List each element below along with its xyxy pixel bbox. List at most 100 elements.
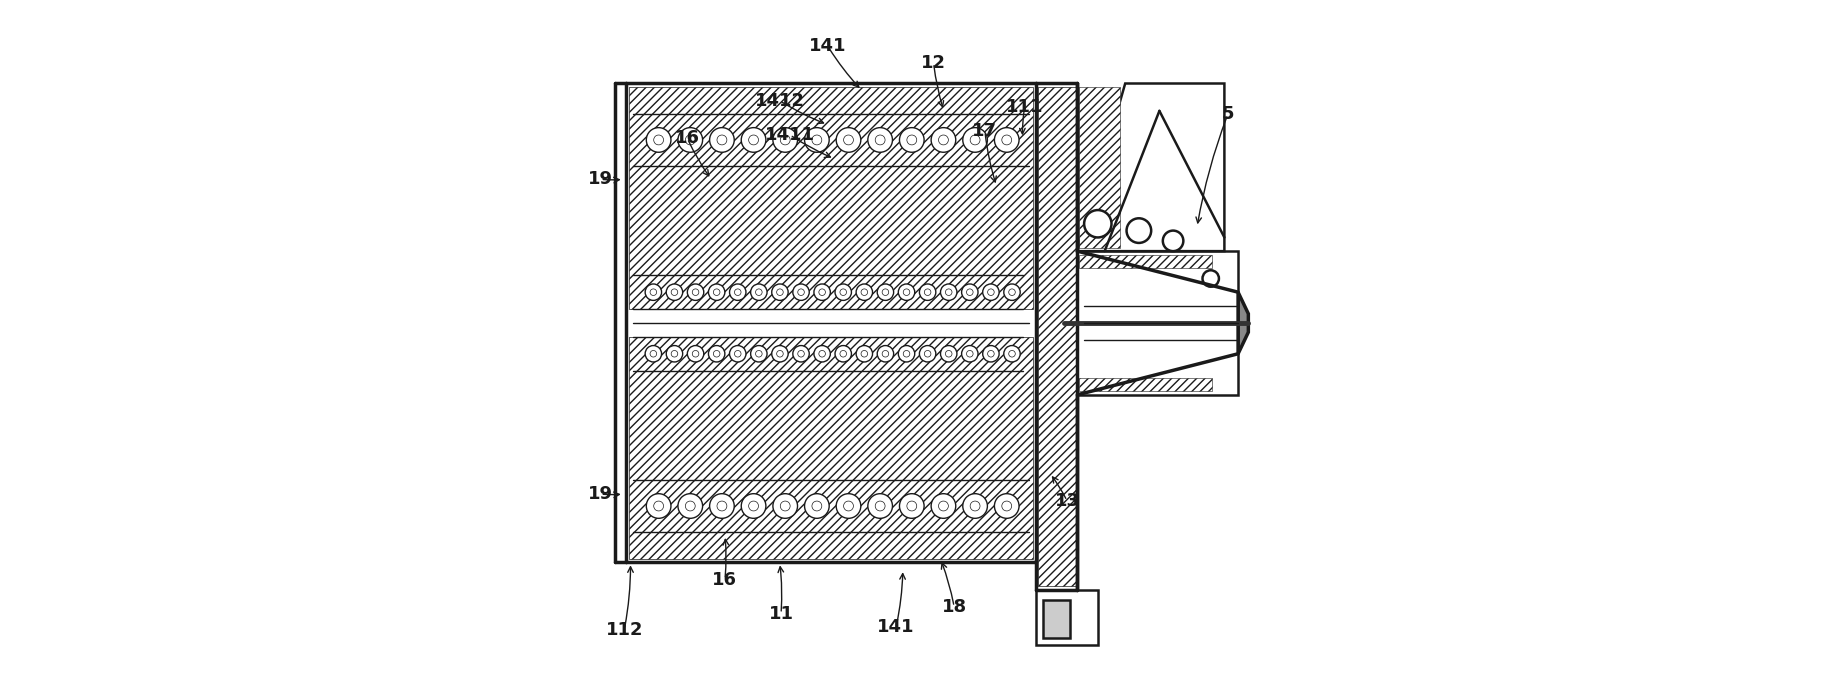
Circle shape <box>898 284 914 300</box>
Circle shape <box>923 289 931 295</box>
Circle shape <box>654 135 663 145</box>
Text: 18: 18 <box>942 598 965 616</box>
Circle shape <box>835 284 852 300</box>
Circle shape <box>793 346 808 362</box>
Circle shape <box>1004 284 1020 300</box>
Circle shape <box>777 350 782 357</box>
Circle shape <box>867 494 892 518</box>
Circle shape <box>900 128 923 153</box>
Circle shape <box>1149 214 1169 234</box>
Circle shape <box>813 346 830 362</box>
Bar <box>1077 378 1211 392</box>
Circle shape <box>940 284 956 300</box>
Polygon shape <box>1077 84 1224 251</box>
Circle shape <box>945 289 951 295</box>
Circle shape <box>920 346 936 362</box>
Circle shape <box>965 289 973 295</box>
Circle shape <box>819 350 824 357</box>
Bar <box>1035 590 1097 644</box>
Circle shape <box>645 284 661 300</box>
Circle shape <box>962 128 987 153</box>
Circle shape <box>773 494 797 518</box>
Circle shape <box>969 501 980 511</box>
Circle shape <box>709 128 735 153</box>
Circle shape <box>650 350 656 357</box>
Circle shape <box>747 501 758 511</box>
Text: 17: 17 <box>973 122 997 140</box>
Circle shape <box>665 284 682 300</box>
Circle shape <box>907 135 916 145</box>
Circle shape <box>716 501 727 511</box>
Circle shape <box>1083 210 1110 238</box>
Circle shape <box>861 350 867 357</box>
Circle shape <box>931 128 954 153</box>
Circle shape <box>962 494 987 518</box>
Text: 13: 13 <box>1053 492 1079 510</box>
Circle shape <box>709 494 735 518</box>
Circle shape <box>987 289 993 295</box>
Circle shape <box>647 494 671 518</box>
Text: 16: 16 <box>674 129 700 147</box>
Text: 141: 141 <box>878 618 914 636</box>
Text: 11: 11 <box>768 605 793 623</box>
Circle shape <box>874 501 885 511</box>
Circle shape <box>797 350 804 357</box>
Circle shape <box>969 135 980 145</box>
Text: 112: 112 <box>605 620 643 638</box>
Circle shape <box>881 350 889 357</box>
Circle shape <box>735 289 740 295</box>
Circle shape <box>1127 218 1150 243</box>
Circle shape <box>856 284 872 300</box>
Circle shape <box>751 346 766 362</box>
Circle shape <box>878 284 894 300</box>
Circle shape <box>780 135 790 145</box>
Circle shape <box>931 494 954 518</box>
Circle shape <box>771 284 788 300</box>
Circle shape <box>819 289 824 295</box>
Circle shape <box>707 346 724 362</box>
Text: 19: 19 <box>588 170 612 188</box>
Circle shape <box>685 501 694 511</box>
Circle shape <box>835 128 861 153</box>
Circle shape <box>898 346 914 362</box>
Circle shape <box>665 346 682 362</box>
Text: 5: 5 <box>1220 105 1233 123</box>
Circle shape <box>654 501 663 511</box>
Circle shape <box>1008 289 1015 295</box>
Text: 16: 16 <box>713 571 736 589</box>
Circle shape <box>804 494 828 518</box>
Bar <box>628 337 1031 559</box>
Circle shape <box>678 494 702 518</box>
Circle shape <box>780 501 790 511</box>
Circle shape <box>1002 501 1011 511</box>
Circle shape <box>777 289 782 295</box>
Circle shape <box>793 284 808 300</box>
Circle shape <box>751 284 766 300</box>
Bar <box>628 87 1031 309</box>
Circle shape <box>835 346 852 362</box>
Circle shape <box>729 284 746 300</box>
Circle shape <box>729 346 746 362</box>
Circle shape <box>982 284 998 300</box>
Circle shape <box>874 135 885 145</box>
Circle shape <box>755 350 762 357</box>
Circle shape <box>747 135 758 145</box>
Circle shape <box>707 284 724 300</box>
Circle shape <box>804 128 828 153</box>
Circle shape <box>945 350 951 357</box>
Bar <box>1077 251 1237 395</box>
Circle shape <box>678 128 702 153</box>
Text: 1411: 1411 <box>764 126 815 144</box>
Circle shape <box>773 128 797 153</box>
Circle shape <box>692 350 698 357</box>
Circle shape <box>982 346 998 362</box>
Circle shape <box>671 350 678 357</box>
Circle shape <box>687 346 703 362</box>
Circle shape <box>995 128 1019 153</box>
Circle shape <box>938 501 947 511</box>
Circle shape <box>881 289 889 295</box>
Circle shape <box>940 346 956 362</box>
Circle shape <box>812 501 821 511</box>
Circle shape <box>878 346 894 362</box>
Circle shape <box>716 135 727 145</box>
